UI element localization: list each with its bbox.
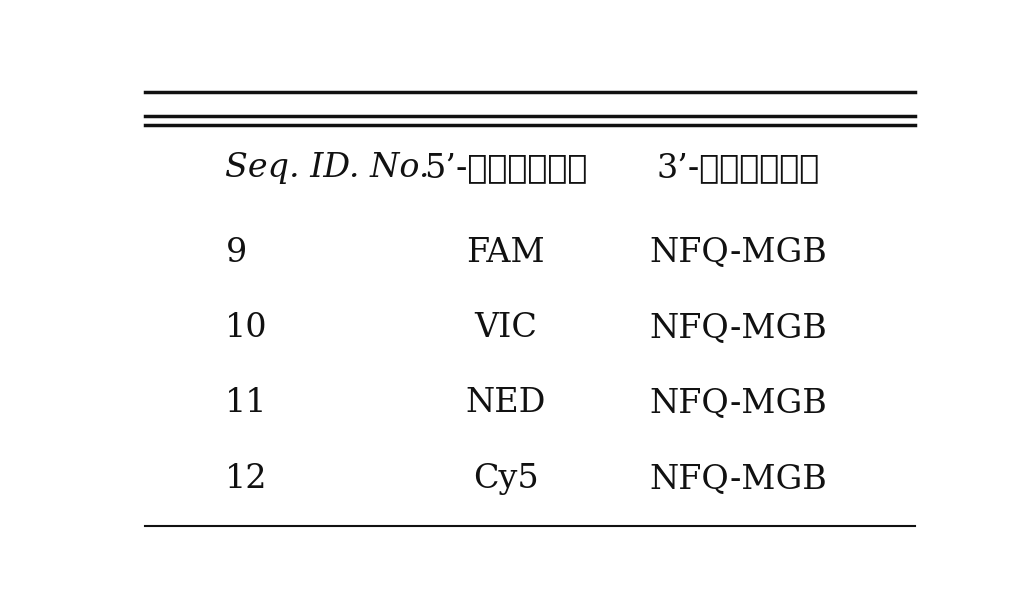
Text: 9: 9 [225, 236, 247, 269]
Text: Cy5: Cy5 [473, 463, 539, 494]
Text: 3’-荺光淤灭基团: 3’-荺光淤灭基团 [657, 152, 820, 184]
Text: NFQ-MGB: NFQ-MGB [649, 463, 827, 494]
Text: VIC: VIC [475, 312, 538, 344]
Text: 5’-荺光激发基团: 5’-荺光激发基团 [424, 152, 587, 184]
Text: 10: 10 [225, 312, 268, 344]
Text: NFQ-MGB: NFQ-MGB [649, 387, 827, 419]
Text: NED: NED [465, 387, 546, 419]
Text: 11: 11 [225, 387, 268, 419]
Text: 12: 12 [225, 463, 268, 494]
Text: FAM: FAM [466, 236, 545, 269]
Text: Seq. ID. No.: Seq. ID. No. [225, 152, 430, 184]
Text: NFQ-MGB: NFQ-MGB [649, 312, 827, 344]
Text: NFQ-MGB: NFQ-MGB [649, 236, 827, 269]
